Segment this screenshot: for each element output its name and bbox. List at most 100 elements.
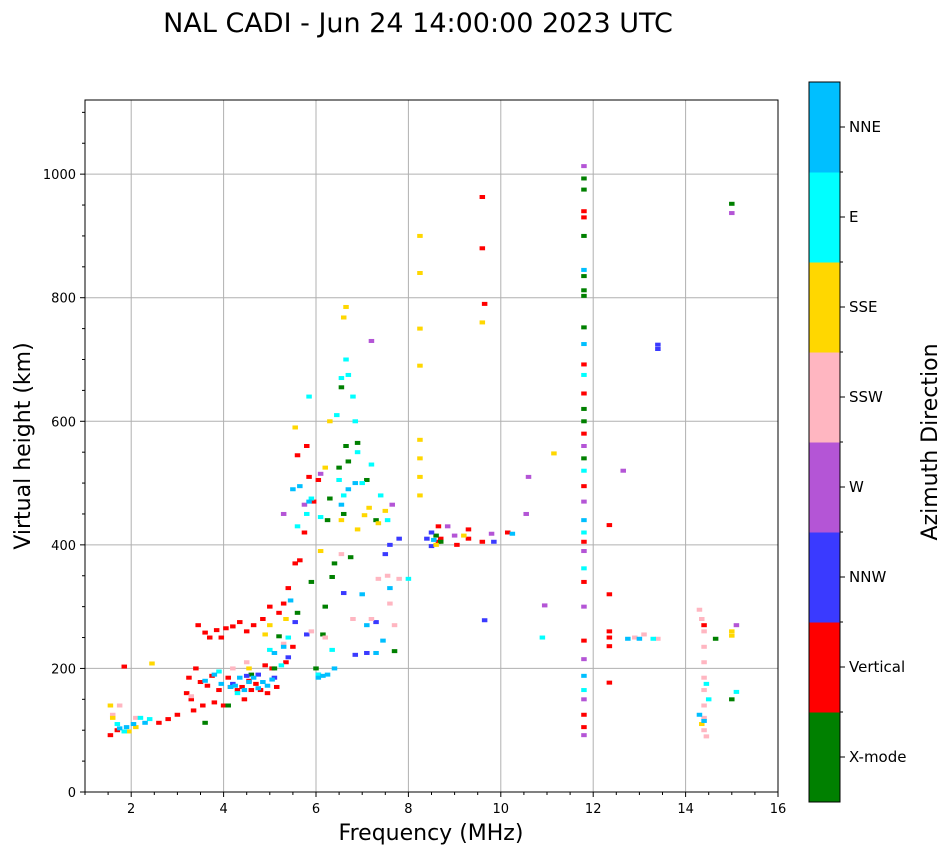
data-point bbox=[405, 576, 412, 581]
data-point bbox=[204, 683, 211, 688]
data-point bbox=[701, 623, 707, 628]
data-point bbox=[183, 691, 190, 696]
data-point bbox=[294, 524, 301, 529]
data-point bbox=[133, 725, 139, 730]
data-point bbox=[701, 644, 707, 649]
data-point bbox=[696, 607, 703, 612]
data-point bbox=[729, 211, 735, 216]
data-point bbox=[581, 468, 587, 473]
data-point bbox=[359, 592, 365, 597]
series-e bbox=[114, 357, 740, 734]
data-point bbox=[364, 623, 370, 628]
data-point bbox=[329, 647, 335, 652]
data-point bbox=[435, 524, 442, 529]
y-tick-label: 800 bbox=[51, 292, 76, 307]
data-point bbox=[230, 624, 236, 629]
data-point bbox=[632, 635, 638, 640]
data-point bbox=[343, 304, 349, 309]
data-point bbox=[301, 502, 308, 507]
data-point bbox=[190, 708, 197, 713]
data-point bbox=[206, 635, 213, 640]
data-point bbox=[340, 511, 347, 516]
data-point bbox=[366, 505, 372, 510]
data-point bbox=[701, 728, 707, 733]
colorbar: X-mode Vertical NNW W SSW SSE E NNE bbox=[808, 81, 906, 803]
data-point bbox=[280, 601, 287, 606]
data-point bbox=[382, 508, 389, 513]
data-point bbox=[479, 246, 486, 251]
data-point bbox=[287, 598, 294, 603]
data-point bbox=[347, 555, 354, 560]
data-point bbox=[225, 703, 231, 708]
data-point bbox=[243, 629, 250, 634]
data-point bbox=[315, 675, 322, 680]
series-ssw bbox=[109, 552, 710, 739]
data-point bbox=[352, 652, 359, 657]
data-point bbox=[292, 561, 298, 566]
data-point bbox=[581, 215, 587, 220]
colorbar-segment bbox=[809, 712, 840, 803]
data-point bbox=[290, 644, 296, 649]
data-point bbox=[340, 591, 347, 596]
x-tick-label: 16 bbox=[770, 802, 787, 817]
data-point bbox=[437, 536, 444, 541]
chart-title: NAL CADI - Jun 24 14:00:00 2023 UTC bbox=[163, 8, 673, 39]
data-point bbox=[294, 610, 301, 615]
data-point bbox=[417, 233, 423, 238]
data-point bbox=[364, 477, 370, 482]
data-point bbox=[354, 527, 361, 532]
data-point bbox=[202, 630, 208, 635]
y-tick-label: 600 bbox=[51, 415, 76, 430]
data-point bbox=[525, 474, 532, 479]
data-point bbox=[340, 493, 347, 498]
data-point bbox=[331, 561, 338, 566]
data-point bbox=[581, 372, 587, 377]
data-point bbox=[234, 688, 241, 693]
data-point bbox=[260, 680, 266, 685]
colorbar-segment bbox=[809, 82, 840, 173]
data-point bbox=[606, 680, 613, 685]
data-point bbox=[428, 530, 435, 535]
data-point bbox=[361, 513, 368, 518]
data-point bbox=[352, 481, 359, 486]
data-point bbox=[699, 722, 705, 727]
y-tick-label: 1000 bbox=[43, 168, 76, 183]
data-point bbox=[243, 660, 250, 665]
data-point bbox=[581, 697, 587, 702]
data-point bbox=[308, 629, 315, 634]
series-w bbox=[280, 164, 740, 738]
data-point bbox=[377, 493, 384, 498]
data-point bbox=[701, 715, 707, 720]
data-point bbox=[396, 576, 402, 581]
data-point bbox=[280, 511, 287, 516]
data-point bbox=[262, 663, 268, 668]
data-point bbox=[396, 536, 402, 541]
data-point bbox=[285, 586, 292, 591]
data-point bbox=[338, 552, 345, 557]
data-point bbox=[327, 419, 333, 424]
data-point bbox=[283, 617, 289, 621]
data-point bbox=[223, 626, 229, 631]
data-point bbox=[581, 604, 587, 609]
data-point bbox=[701, 718, 707, 723]
data-point bbox=[211, 672, 218, 677]
data-point bbox=[322, 604, 328, 609]
x-tick-label: 2 bbox=[127, 802, 135, 817]
data-point bbox=[581, 406, 587, 411]
data-point bbox=[368, 338, 375, 343]
data-point bbox=[481, 618, 488, 623]
data-point bbox=[114, 722, 121, 727]
data-point bbox=[699, 617, 705, 621]
data-point bbox=[317, 471, 324, 476]
data-point bbox=[246, 666, 252, 671]
data-point bbox=[701, 703, 707, 708]
data-point bbox=[701, 675, 707, 680]
x-tick-label: 10 bbox=[493, 802, 510, 817]
data-point bbox=[107, 733, 114, 738]
data-point bbox=[417, 474, 423, 479]
data-point bbox=[248, 688, 255, 693]
data-point bbox=[241, 697, 248, 702]
colorbar-tick-label: W bbox=[849, 478, 864, 496]
data-point bbox=[581, 657, 587, 662]
data-point bbox=[581, 444, 587, 448]
